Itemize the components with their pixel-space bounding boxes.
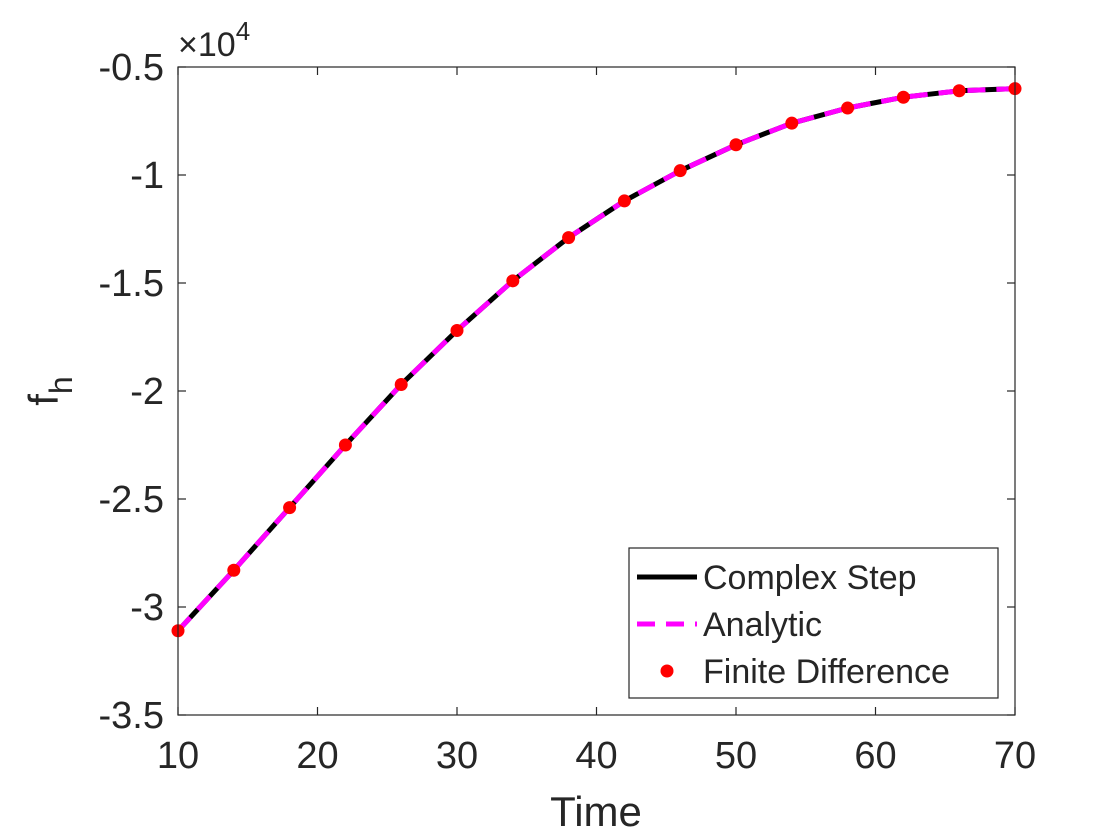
point-finite-difference-6 — [506, 274, 520, 288]
legend: Complex Step Analytic Finite Difference — [628, 547, 999, 699]
point-finite-difference-10 — [729, 138, 743, 152]
y-axis-label-subscript: h — [43, 376, 79, 394]
x-tick-label-40: 40 — [575, 735, 617, 777]
y-exponent-label: ×104 — [178, 16, 250, 64]
point-finite-difference-1 — [227, 563, 241, 577]
point-finite-difference-2 — [283, 501, 297, 515]
point-finite-difference-5 — [450, 324, 464, 338]
point-finite-difference-9 — [673, 164, 687, 178]
legend-swatch-finite-difference — [660, 664, 674, 678]
point-finite-difference-14 — [952, 84, 966, 98]
y-tick-label-5: -1 — [130, 155, 164, 197]
y-exponent-base: ×10 — [178, 26, 236, 64]
y-tick-label-1: -3 — [130, 587, 164, 629]
legend-label-analytic: Analytic — [703, 606, 822, 644]
series-layer — [171, 82, 1022, 638]
y-tick-label-2: -2.5 — [99, 479, 164, 521]
y-axis-label-main: f — [20, 394, 67, 406]
series-line-analytic — [176, 86, 1016, 633]
y-tick-label-3: -2 — [130, 371, 164, 413]
y-tick-label-0: -3.5 — [99, 695, 164, 737]
point-finite-difference-7 — [562, 231, 576, 245]
x-tick-label-60: 60 — [854, 735, 896, 777]
point-finite-difference-13 — [896, 90, 910, 104]
legend-label-finite-difference: Finite Difference — [703, 653, 950, 691]
x-tick-label-10: 10 — [157, 735, 199, 777]
x-tick-label-70: 70 — [994, 735, 1036, 777]
point-finite-difference-3 — [338, 438, 352, 452]
x-ticks: 10 20 30 40 50 60 70 — [157, 67, 1036, 777]
point-finite-difference-12 — [841, 101, 855, 115]
point-finite-difference-11 — [785, 116, 799, 130]
legend-label-complex-step: Complex Step — [703, 559, 917, 597]
x-axis-label: Time — [550, 788, 642, 835]
x-tick-label-50: 50 — [715, 735, 757, 777]
point-finite-difference-4 — [394, 378, 408, 392]
point-finite-difference-8 — [617, 194, 631, 208]
y-tick-label-4: -1.5 — [99, 263, 164, 305]
x-tick-label-20: 20 — [296, 735, 338, 777]
x-tick-label-30: 30 — [436, 735, 478, 777]
y-exponent-power: 4 — [236, 16, 250, 46]
y-axis-label: fh — [20, 376, 79, 405]
y-tick-label-6: -0.5 — [99, 47, 164, 89]
y-ticks: -3.5 -3 -2.5 -2 -1.5 -1 -0.5 — [99, 47, 1015, 737]
legend-box — [628, 547, 999, 699]
